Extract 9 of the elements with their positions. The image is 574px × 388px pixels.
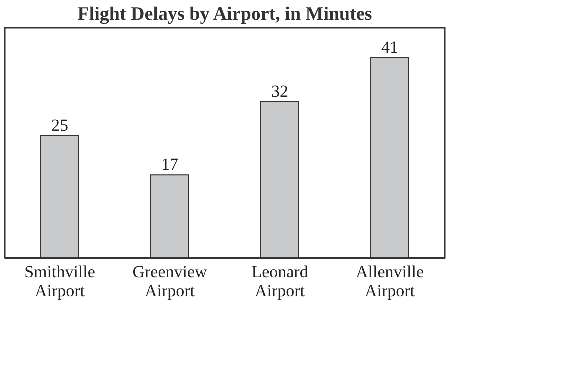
data-label: 41 [382, 38, 398, 57]
x-tick-label: Greenview Airport [132, 262, 208, 300]
data-label: 17 [162, 155, 179, 174]
data-label: 32 [272, 82, 288, 101]
data-label: 25 [52, 116, 68, 136]
chart-title: Flight Delays by Airport, in Minutes [78, 4, 372, 25]
x-tick-label: Smithville Airport [24, 262, 96, 300]
x-tick-label: Allenville Airport [356, 262, 424, 300]
x-tick-label: Leonard Airport [252, 262, 309, 300]
